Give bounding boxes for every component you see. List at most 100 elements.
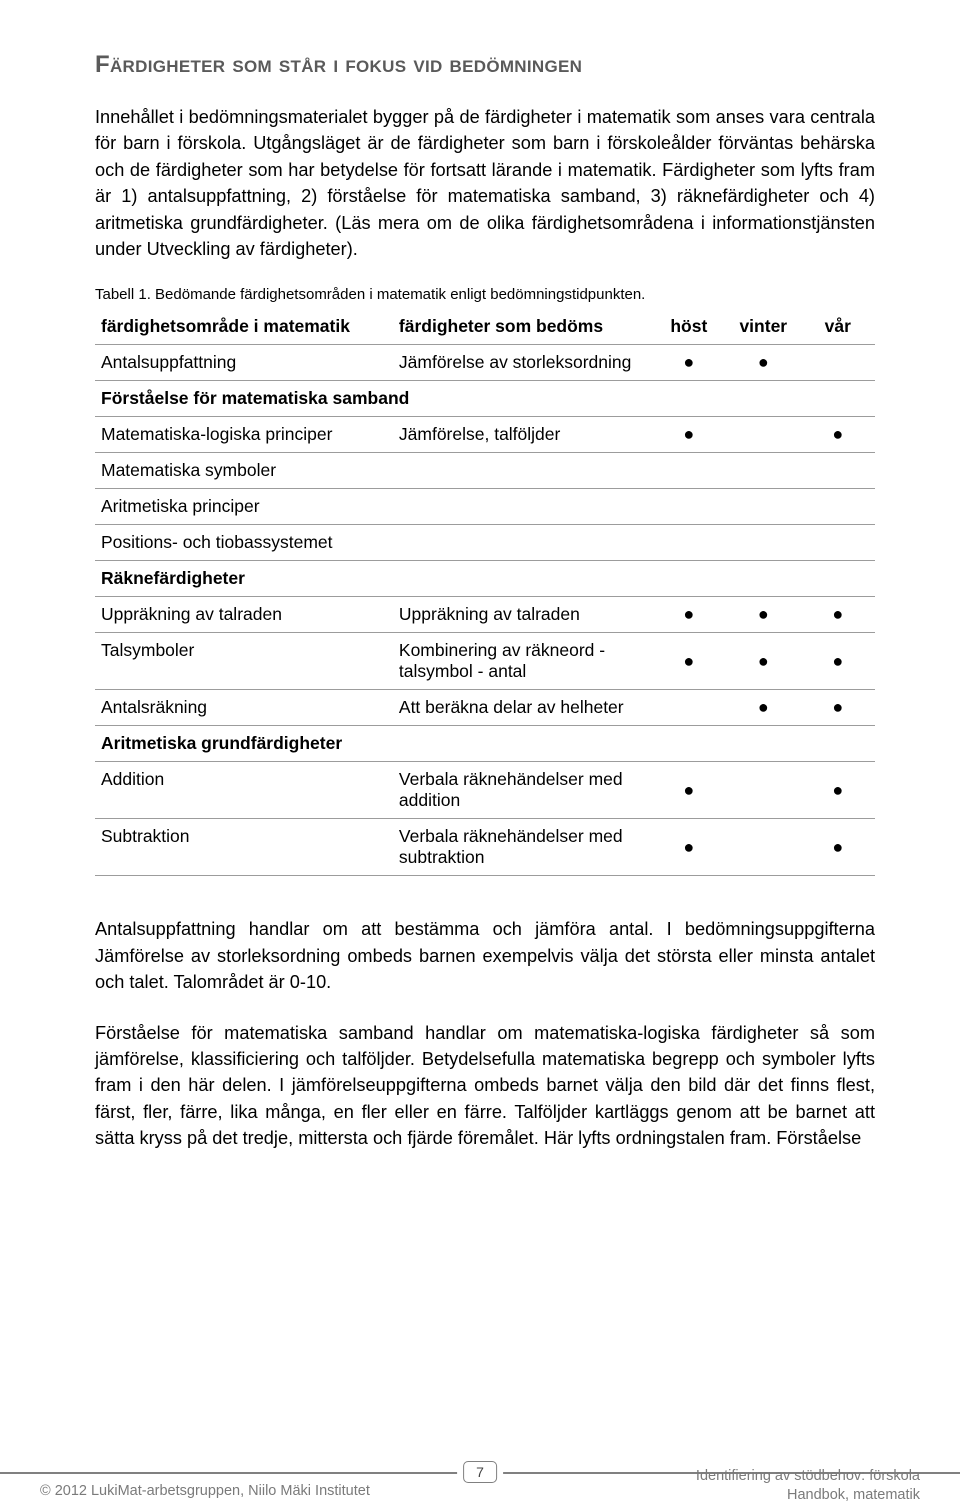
skill-assessed	[393, 489, 652, 525]
period-cell: ●	[726, 597, 800, 633]
skill-area: Positions- och tiobassystemet	[95, 525, 393, 561]
skill-assessed: Kombinering av räkneord - talsymbol - an…	[393, 633, 652, 690]
section-label: Förståelse för matematiska samband	[95, 381, 875, 417]
skill-assessed	[393, 525, 652, 561]
dot-icon: ●	[758, 697, 769, 717]
table-row: Positions- och tiobassystemet	[95, 525, 875, 561]
table-header-row: färdighetsområde i matematik färdigheter…	[95, 309, 875, 345]
section-label: Aritmetiska grundfärdigheter	[95, 726, 875, 762]
table-row: Räknefärdigheter	[95, 561, 875, 597]
period-cell: ●	[801, 762, 875, 819]
skill-area: Addition	[95, 762, 393, 819]
dot-icon: ●	[683, 424, 694, 444]
skill-assessed: Jämförelse av storleksordning	[393, 345, 652, 381]
period-cell: ●	[652, 345, 726, 381]
dot-icon: ●	[683, 352, 694, 372]
col-header: färdigheter som bedöms	[393, 309, 652, 345]
period-cell	[801, 525, 875, 561]
dot-icon: ●	[832, 604, 843, 624]
skill-assessed: Verbala räknehändelser med subtraktion	[393, 819, 652, 876]
table-row: Förståelse för matematiska samband	[95, 381, 875, 417]
table-row: Uppräkning av talradenUppräkning av talr…	[95, 597, 875, 633]
period-cell	[652, 453, 726, 489]
col-header: vår	[801, 309, 875, 345]
assessment-table: färdighetsområde i matematik färdigheter…	[95, 309, 875, 876]
table-row: TalsymbolerKombinering av räkneord - tal…	[95, 633, 875, 690]
body-paragraph-2: Antalsuppfattning handlar om att bestämm…	[95, 916, 875, 995]
dot-icon: ●	[832, 651, 843, 671]
skill-area: Aritmetiska principer	[95, 489, 393, 525]
skill-assessed	[393, 453, 652, 489]
col-header: färdighetsområde i matematik	[95, 309, 393, 345]
table-row: AntalsräkningAtt beräkna delar av helhet…	[95, 690, 875, 726]
period-cell	[726, 762, 800, 819]
period-cell	[652, 489, 726, 525]
period-cell: ●	[652, 417, 726, 453]
intro-paragraph: Innehållet i bedömningsmaterialet bygger…	[95, 104, 875, 262]
table-row: Matematiska-logiska principerJämförelse,…	[95, 417, 875, 453]
period-cell: ●	[801, 690, 875, 726]
dot-icon: ●	[758, 604, 769, 624]
period-cell: ●	[652, 762, 726, 819]
period-cell: ●	[801, 633, 875, 690]
body-paragraph-3: Förståelse för matematiska samband handl…	[95, 1020, 875, 1152]
dot-icon: ●	[683, 604, 694, 624]
page-number: 7	[463, 1461, 497, 1483]
col-header: vinter	[726, 309, 800, 345]
dot-icon: ●	[832, 837, 843, 857]
skill-assessed: Uppräkning av talraden	[393, 597, 652, 633]
period-cell: ●	[652, 597, 726, 633]
period-cell: ●	[801, 819, 875, 876]
footer-doc-id: Identifiering av stödbehov: förskola Han…	[696, 1467, 920, 1505]
skill-area: Uppräkning av talraden	[95, 597, 393, 633]
period-cell	[726, 525, 800, 561]
period-cell: ●	[652, 633, 726, 690]
dot-icon: ●	[683, 837, 694, 857]
period-cell	[801, 453, 875, 489]
dot-icon: ●	[832, 780, 843, 800]
period-cell: ●	[726, 633, 800, 690]
dot-icon: ●	[683, 780, 694, 800]
table-caption: Tabell 1. Bedömande färdighetsområden i …	[95, 286, 875, 303]
dot-icon: ●	[758, 651, 769, 671]
table-row: Aritmetiska grundfärdigheter	[95, 726, 875, 762]
period-cell: ●	[652, 819, 726, 876]
period-cell: ●	[801, 597, 875, 633]
table-row: Aritmetiska principer	[95, 489, 875, 525]
table-row: SubtraktionVerbala räknehändelser med su…	[95, 819, 875, 876]
period-cell	[652, 690, 726, 726]
skill-assessed: Verbala räknehändelser med addition	[393, 762, 652, 819]
skill-assessed: Jämförelse, talföljder	[393, 417, 652, 453]
skill-area: Antalsuppfattning	[95, 345, 393, 381]
period-cell: ●	[726, 690, 800, 726]
col-header: höst	[652, 309, 726, 345]
table-row: AntalsuppfattningJämförelse av storlekso…	[95, 345, 875, 381]
table-row: AdditionVerbala räknehändelser med addit…	[95, 762, 875, 819]
period-cell	[726, 453, 800, 489]
period-cell	[726, 417, 800, 453]
footer-copyright: © 2012 LukiMat-arbetsgruppen, Niilo Mäki…	[40, 1483, 370, 1499]
skill-area: Antalsräkning	[95, 690, 393, 726]
period-cell: ●	[726, 345, 800, 381]
skill-area: Matematiska-logiska principer	[95, 417, 393, 453]
dot-icon: ●	[832, 697, 843, 717]
page-heading: Färdigheter som står i fokus vid bedömni…	[95, 50, 875, 80]
skill-area: Subtraktion	[95, 819, 393, 876]
dot-icon: ●	[758, 352, 769, 372]
footer-right-line1: Identifiering av stödbehov: förskola	[696, 1467, 920, 1486]
period-cell	[726, 489, 800, 525]
period-cell	[652, 525, 726, 561]
table-row: Matematiska symboler	[95, 453, 875, 489]
period-cell	[801, 489, 875, 525]
skill-area: Matematiska symboler	[95, 453, 393, 489]
footer-right-line2: Handbok, matematik	[696, 1486, 920, 1505]
section-label: Räknefärdigheter	[95, 561, 875, 597]
period-cell: ●	[801, 417, 875, 453]
skill-assessed: Att beräkna delar av helheter	[393, 690, 652, 726]
page-number-wrap: 7	[457, 1461, 503, 1483]
dot-icon: ●	[832, 424, 843, 444]
dot-icon: ●	[683, 651, 694, 671]
skill-area: Talsymboler	[95, 633, 393, 690]
period-cell	[726, 819, 800, 876]
page: Färdigheter som står i fokus vid bedömni…	[0, 0, 960, 1487]
